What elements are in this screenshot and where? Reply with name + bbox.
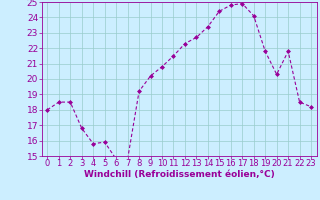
X-axis label: Windchill (Refroidissement éolien,°C): Windchill (Refroidissement éolien,°C) [84, 170, 275, 179]
